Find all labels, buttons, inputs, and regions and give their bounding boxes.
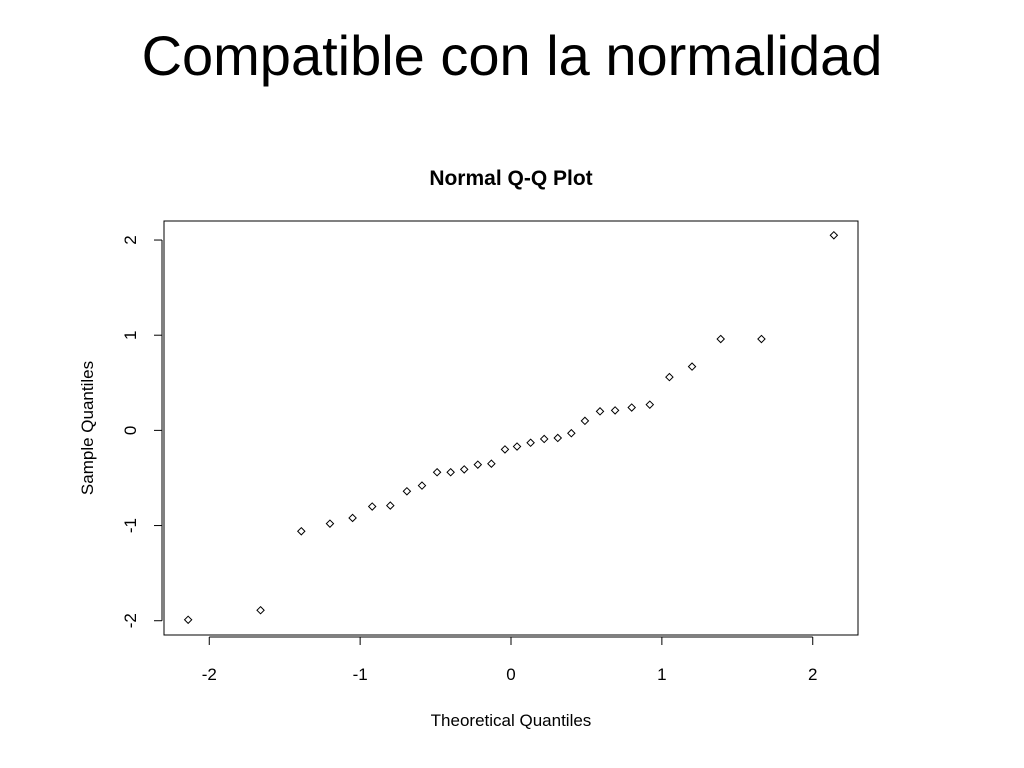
- data-point: [539, 434, 549, 444]
- x-tick-label: 1: [657, 665, 666, 684]
- x-tick-label: -2: [202, 665, 217, 684]
- y-tick-label: 2: [121, 235, 140, 244]
- data-point: [610, 406, 620, 415]
- data-point: [473, 460, 483, 469]
- data-point: [487, 459, 496, 468]
- data-point: [716, 334, 726, 344]
- data-point: [829, 230, 839, 240]
- data-point: [446, 467, 455, 477]
- data-point: [757, 334, 766, 344]
- data-point: [385, 501, 395, 510]
- x-tick-label: 0: [506, 665, 515, 684]
- data-point: [627, 403, 637, 412]
- slide-title: Compatible con la normalidad: [141, 24, 883, 87]
- data-point: [432, 467, 442, 477]
- data-point: [296, 526, 306, 536]
- data-point: [183, 615, 193, 625]
- x-tick-label: 2: [808, 665, 817, 684]
- x-axis-label: Theoretical Quantiles: [431, 711, 592, 730]
- y-tick-label: 0: [121, 426, 140, 435]
- data-point: [512, 442, 522, 451]
- y-tick-label: -1: [121, 518, 140, 533]
- data-point: [325, 519, 335, 528]
- data-point: [526, 438, 535, 448]
- data-point: [417, 481, 427, 490]
- data-point: [500, 445, 510, 454]
- data-points: [183, 230, 839, 625]
- y-tick-label: 1: [121, 330, 140, 339]
- data-point: [459, 465, 469, 474]
- y-axis-label: Sample Quantiles: [78, 361, 97, 495]
- y-axis: -2 -1 0 1 2: [121, 235, 163, 628]
- data-point: [567, 428, 576, 438]
- data-point: [348, 513, 357, 523]
- data-point: [256, 605, 265, 615]
- data-point: [645, 400, 655, 409]
- plot-frame: [163, 220, 859, 636]
- data-point: [665, 372, 674, 382]
- x-axis: -2 -1 0 1 2: [202, 636, 817, 684]
- data-point: [580, 416, 590, 426]
- data-point: [595, 407, 605, 416]
- data-point: [402, 486, 412, 496]
- chart-title: Normal Q-Q Plot: [429, 167, 592, 190]
- y-tick-label: -2: [121, 613, 140, 628]
- data-point: [367, 502, 377, 511]
- data-point: [553, 433, 563, 443]
- x-tick-label: -1: [353, 665, 368, 684]
- data-point: [687, 362, 697, 371]
